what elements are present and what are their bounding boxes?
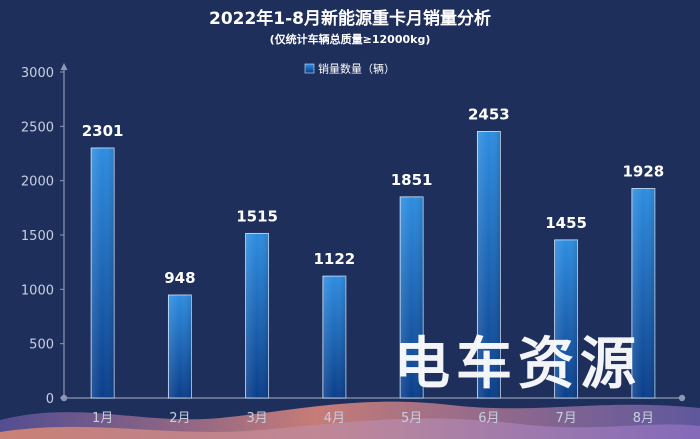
data-labels: 2301 948 1515 1122 1851 2453 1455 1928 [82,105,665,287]
x-tick-label: 3月 [246,411,267,426]
bar-shine [554,239,578,398]
x-tick-label: 1月 [92,411,113,426]
bars [90,131,656,399]
y-tick-label: 1000 [21,283,54,298]
data-label: 1122 [314,250,356,268]
legend[interactable]: 销量数量（辆） [304,62,395,76]
y-tick-label: 1500 [21,229,54,244]
x-tick-label: 2月 [169,411,190,426]
chart-subtitle: (仅统计车辆总质量≥12000kg) [270,32,431,46]
bar-shine [477,131,501,398]
y-tick-label: 3000 [21,66,54,81]
y-tick-label: 0 [46,392,54,407]
bar-shine [245,233,269,398]
x-tick-label: 7月 [555,411,576,426]
x-tick-label: 8月 [633,411,654,426]
data-label: 2301 [82,122,124,140]
bar-shine [168,294,192,398]
y-axis-arrow [60,63,68,70]
data-label: 1928 [623,162,665,180]
y-tick-label: 2000 [21,175,54,190]
x-tick-label: 6月 [478,411,499,426]
bar-shine [91,147,115,398]
x-axis-end-dot [678,394,686,402]
chart-title: 2022年1-8月新能源重卡月销量分析 [209,8,491,29]
decorative-waves [0,401,700,439]
data-label: 948 [164,269,195,287]
data-label: 1851 [391,171,433,189]
x-tick-label: 4月 [324,411,345,426]
x-tick-label: 5月 [401,411,422,426]
bar-shine [631,188,655,398]
bar-shine [322,276,346,398]
y-tick-label: 500 [29,338,54,353]
legend-label: 销量数量（辆） [318,62,395,76]
legend-swatch [304,63,315,74]
watermark-logo: 电车资源 [394,332,642,397]
wave-front [0,418,700,439]
bar-shine [400,196,424,398]
data-label: 1515 [236,207,278,225]
data-label: 2453 [468,105,510,123]
x-axis: 1月 2月 3月 4月 5月 6月 7月 8月 [60,394,686,426]
x-axis-origin-dot [60,394,68,402]
y-tick-label: 2500 [21,120,54,135]
y-axis: 0 500 1000 1500 2000 2500 3000 [21,63,68,407]
data-label: 1455 [545,214,587,232]
